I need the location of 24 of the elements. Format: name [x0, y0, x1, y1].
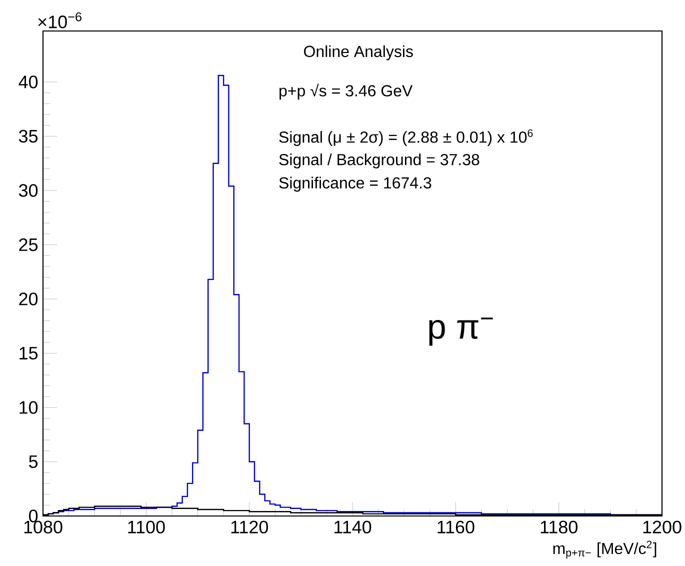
- y-tick-label: 20: [19, 292, 38, 306]
- annotation: p π$^{−}$: [429, 318, 493, 346]
- annotation: Signal / Background = 37.38: [279, 154, 480, 168]
- y-tick-label: 25: [19, 238, 38, 252]
- text: ×10$^{−6}$: [38, 12, 82, 28]
- annotation: Signal (μ ± 2σ) = (2.88 ± 0.01) x 10$^{6}$: [279, 129, 533, 146]
- x-tick-label: 1160: [438, 520, 474, 534]
- x-tick-label: 1140: [334, 520, 372, 534]
- y-tick-label: 0: [28, 510, 38, 522]
- x-tick-label: 1120: [231, 520, 268, 534]
- y-tick-label: 35: [18, 130, 38, 143]
- annotation: Significance = 1674.3: [279, 176, 432, 192]
- x-tick-label: 1180: [540, 520, 578, 534]
- annotation: Online Analysis: [304, 45, 413, 60]
- x-tick-label: 1080: [24, 520, 62, 534]
- y-tick-label: 30: [18, 184, 38, 197]
- y-tick-label: 40: [18, 76, 38, 88]
- y-tick-label: 5: [28, 455, 38, 468]
- x-axis-title: m$_{p+π−}$ [MeV/c$^{2}$]: [553, 540, 656, 559]
- y-tick-label: 15: [20, 346, 38, 360]
- x-tick-label: 1100: [128, 520, 165, 534]
- x-tick-label: 1200: [643, 520, 682, 534]
- annotation: p+p √s = 3.46 GeV: [280, 84, 413, 100]
- y-tick-label: 10: [20, 401, 38, 414]
